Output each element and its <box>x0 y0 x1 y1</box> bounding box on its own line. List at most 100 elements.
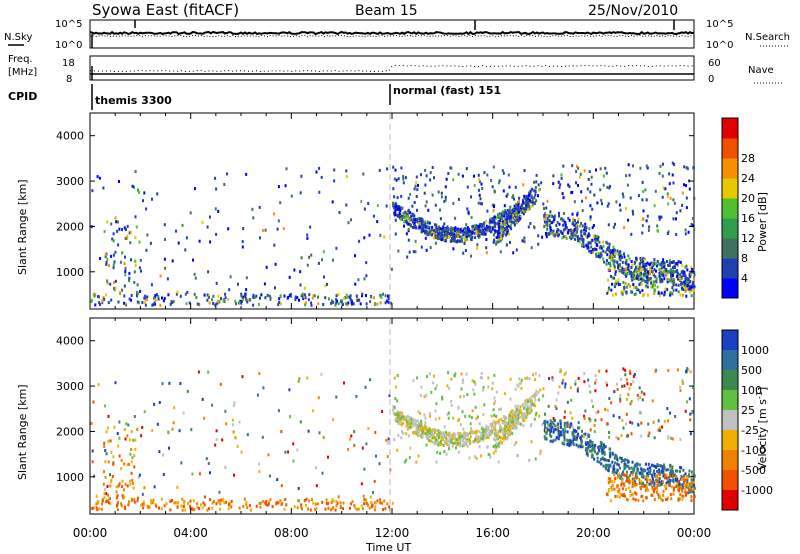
power-cell <box>268 294 271 298</box>
power-cell <box>659 294 661 298</box>
power-cell <box>671 266 674 270</box>
velocity-cell <box>670 436 673 440</box>
velocity-cell <box>151 429 154 433</box>
velocity-cell <box>682 495 685 498</box>
velocity-cell <box>678 482 681 486</box>
velocity-cell <box>289 415 292 419</box>
power-cell <box>385 204 388 208</box>
velocity-cell <box>401 418 404 421</box>
power-cell <box>672 288 675 292</box>
power-cell <box>532 188 535 192</box>
power-cell <box>651 283 654 287</box>
power-cell <box>601 202 603 206</box>
velocity-cell <box>372 491 374 495</box>
velocity-cell <box>651 487 654 491</box>
velocity-cell <box>514 404 517 408</box>
velocity-cell <box>433 431 436 434</box>
velocity-cell <box>627 486 630 490</box>
velocity-colorbar-tick: -100 <box>741 444 766 457</box>
velocity-cell <box>508 414 511 418</box>
velocity-cell <box>246 506 249 510</box>
power-cell <box>588 234 591 238</box>
velocity-cell <box>435 441 438 445</box>
velocity-cell <box>503 416 506 420</box>
power-cell <box>515 205 518 208</box>
velocity-cell <box>613 487 616 491</box>
power-cell <box>431 225 434 229</box>
velocity-cell <box>632 380 635 384</box>
power-cell <box>454 226 457 230</box>
power-cell <box>452 201 455 205</box>
velocity-cell <box>95 502 98 506</box>
power-cell <box>130 258 132 262</box>
power-cell <box>333 168 336 172</box>
power-cell <box>300 294 303 298</box>
power-cell <box>401 217 404 221</box>
velocity-cell <box>468 438 470 441</box>
power-cell <box>655 262 658 266</box>
power-cell <box>466 238 469 242</box>
power-cell <box>684 287 687 291</box>
velocity-cell <box>639 463 642 467</box>
power-cell <box>619 253 622 257</box>
power-cell <box>134 215 137 219</box>
velocity-cell <box>609 478 612 482</box>
velocity-cell <box>577 376 580 380</box>
power-cell <box>545 223 548 226</box>
velocity-cell <box>640 434 643 438</box>
power-cell <box>650 285 653 289</box>
velocity-cell <box>649 482 652 486</box>
velocity-cell <box>599 445 602 449</box>
power-cell <box>153 296 155 300</box>
cpid-panel: CPID themis 3300 normal (fast) 151 <box>8 84 501 110</box>
velocity-cell <box>478 437 481 441</box>
velocity-cell <box>614 494 617 498</box>
power-cell <box>379 294 382 298</box>
power-cell <box>505 223 508 227</box>
power-cell <box>606 241 609 245</box>
power-cell <box>583 169 586 173</box>
power-cell <box>609 250 612 254</box>
velocity-cell <box>118 482 121 486</box>
power-cell <box>485 246 488 250</box>
power-cell <box>570 230 573 234</box>
velocity-cell <box>366 503 369 507</box>
time-tick-label: 12:00 <box>375 526 410 540</box>
velocity-cell <box>127 500 130 504</box>
power-cell <box>447 228 450 232</box>
power-cell <box>651 263 654 267</box>
power-cell <box>465 223 468 227</box>
power-cell <box>367 202 370 205</box>
velocity-cell <box>484 432 487 436</box>
velocity-cell <box>608 397 611 400</box>
power-cell <box>171 301 174 304</box>
power-cell <box>608 186 611 190</box>
power-cell <box>645 219 648 223</box>
velocity-cell <box>573 435 576 439</box>
power-cell <box>282 227 285 231</box>
velocity-cell <box>621 418 624 422</box>
velocity-cell <box>434 438 437 442</box>
velocity-cell <box>177 501 180 505</box>
velocity-cell <box>478 445 481 449</box>
power-cell <box>578 224 581 228</box>
velocity-cell <box>683 484 686 488</box>
velocity-cell <box>104 404 107 408</box>
velocity-cell <box>120 458 123 462</box>
velocity-cell <box>653 498 656 501</box>
power-cell <box>532 203 534 207</box>
velocity-cell <box>651 481 654 485</box>
velocity-cell <box>105 452 108 456</box>
power-cell <box>562 196 565 200</box>
velocity-cell <box>664 473 666 477</box>
power-cell <box>485 251 488 255</box>
velocity-cell <box>530 409 533 413</box>
velocity-cell <box>618 474 621 478</box>
power-cell <box>405 212 408 216</box>
power-cell <box>589 204 592 208</box>
velocity-cell <box>418 427 421 431</box>
velocity-cell <box>563 372 566 376</box>
velocity-cell <box>152 498 155 502</box>
power-cell <box>540 181 543 185</box>
power-cell <box>435 229 437 233</box>
